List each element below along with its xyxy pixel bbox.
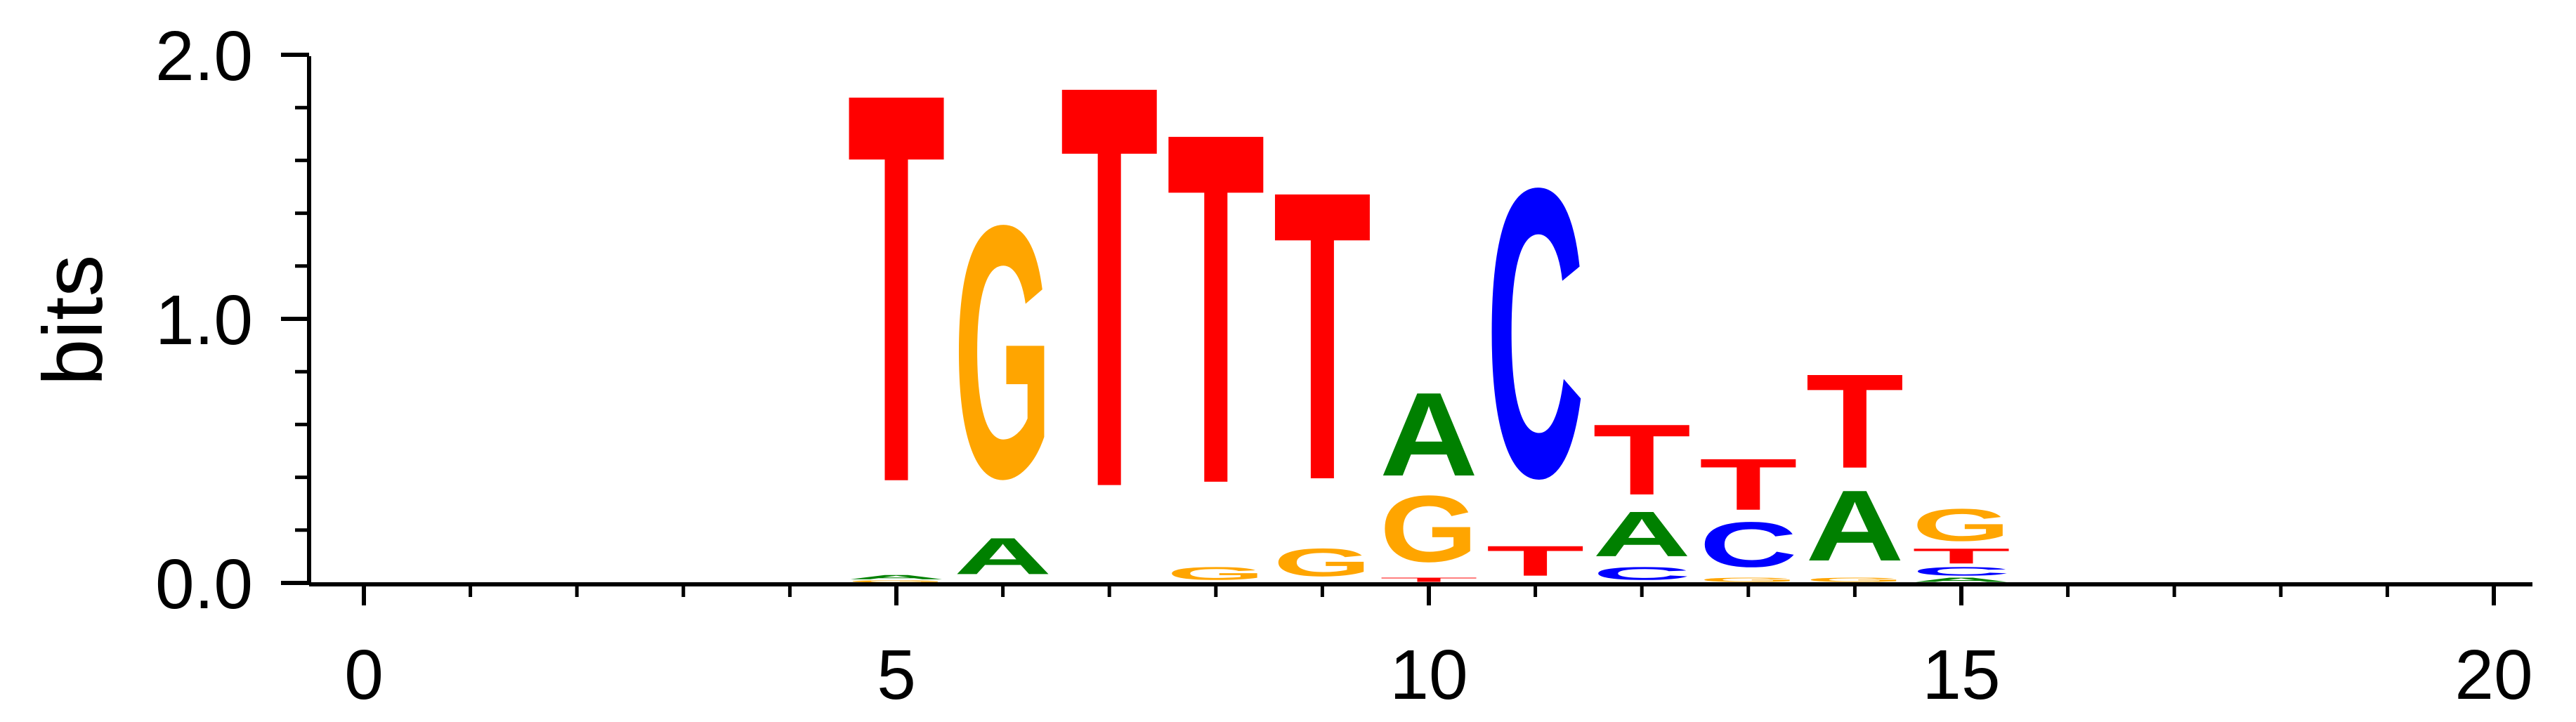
- logo-letter-g: G: [954, 150, 1052, 553]
- logo-letter-t: T: [847, 0, 946, 598]
- y-tick-label: 0.0: [155, 545, 253, 624]
- logo-letter-t: T: [1167, 29, 1265, 589]
- logo-letter-a: A: [1805, 470, 1904, 582]
- logo-letter-a: A: [1912, 577, 2011, 584]
- logo-letter-t: T: [1060, 0, 1158, 608]
- x-tick-label: 10: [1390, 636, 1467, 714]
- logo-letter-g: G: [1912, 499, 2011, 551]
- y-axis-title: bits: [26, 255, 120, 386]
- x-tick-label: 5: [877, 636, 916, 714]
- logo-letter-a: A: [847, 574, 946, 581]
- logo-letter-t: T: [1912, 544, 2011, 568]
- logo-letter-a: A: [1380, 367, 1478, 501]
- logo-letter-t: T: [1273, 105, 1371, 566]
- logo-letter-t: T: [1380, 577, 1478, 584]
- logo-letter-g: G: [1699, 577, 1798, 584]
- x-tick-label: 20: [2454, 636, 2532, 714]
- logo-letter-g: G: [1380, 475, 1478, 582]
- logo-letter-c: C: [1486, 102, 1585, 563]
- x-tick-label: 15: [1922, 636, 2000, 714]
- logo-letter-t: T: [1593, 403, 1691, 516]
- logo-letter-t: T: [1699, 443, 1798, 525]
- x-tick-label: 0: [344, 636, 384, 714]
- logo-letter-t: T: [1805, 346, 1904, 497]
- logo-letter-c: C: [1912, 565, 2011, 578]
- y-tick-label: 2.0: [155, 17, 253, 96]
- logo-letter-c: C: [1699, 509, 1798, 581]
- logo-letter-c: C: [1593, 563, 1691, 584]
- logo-letter-a: A: [954, 527, 1052, 586]
- logo-letter-t: T: [1486, 537, 1585, 584]
- logo-letter-g: G: [1167, 563, 1265, 584]
- y-tick-label: 1.0: [155, 281, 253, 360]
- logo-letter-g: G: [1273, 540, 1371, 584]
- logo-letter-a: A: [1593, 499, 1691, 570]
- logo-letter-g: G: [847, 579, 946, 583]
- axis-ticks: 0 5 10 15 20 0.0 1.0 2.0: [155, 17, 2533, 714]
- logo-letter-g: G: [1805, 577, 1904, 584]
